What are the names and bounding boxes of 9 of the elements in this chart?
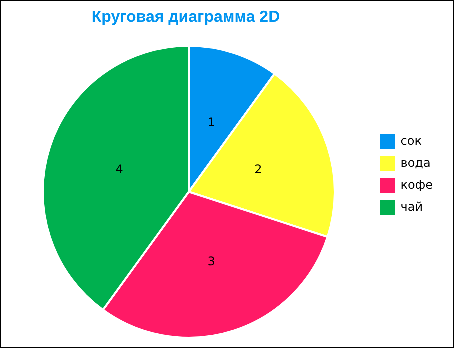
data-label: 2 <box>254 162 262 176</box>
legend-label: вода <box>400 156 431 170</box>
legend-label: кофе <box>400 178 433 192</box>
legend-label: сок <box>400 134 422 148</box>
chart-title: Круговая диаграмма 2D <box>90 9 282 27</box>
legend-label: чай <box>400 200 424 214</box>
data-label: 4 <box>116 162 124 176</box>
data-label: 3 <box>208 254 216 268</box>
data-label: 1 <box>208 116 216 130</box>
